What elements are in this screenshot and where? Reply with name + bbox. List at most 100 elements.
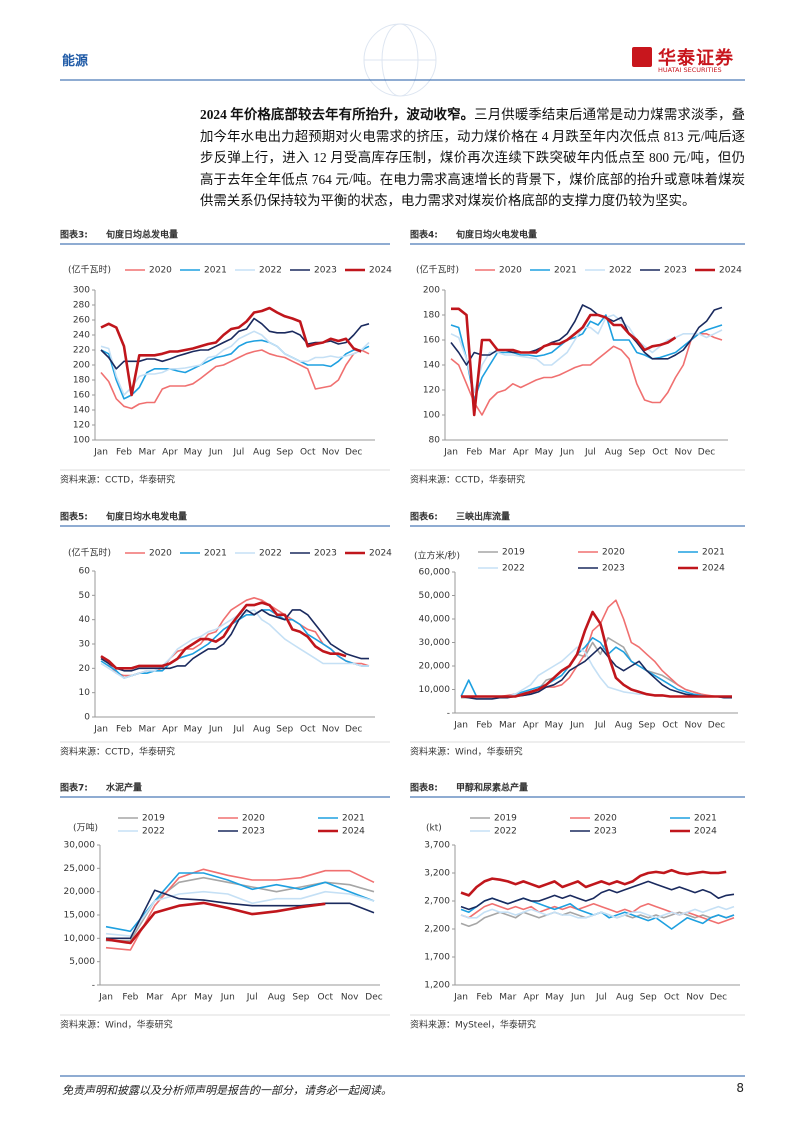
series-line bbox=[100, 609, 369, 679]
series-line bbox=[106, 889, 375, 940]
y-tick-label: 300 bbox=[73, 286, 90, 296]
x-tick-label: Oct bbox=[317, 993, 333, 1003]
x-tick-label: May bbox=[184, 448, 203, 458]
x-tick-label: Aug bbox=[616, 993, 634, 1003]
legend-label: 2023 bbox=[664, 266, 687, 276]
source-note: 资料来源：CCTD，华泰研究 bbox=[60, 746, 175, 758]
y-tick-label: 60,000 bbox=[419, 568, 451, 578]
x-tick-label: Jan bbox=[453, 721, 468, 731]
y-tick-label: 200 bbox=[423, 286, 440, 296]
source-note: 资料来源：Wind，华泰研究 bbox=[410, 746, 523, 758]
logo: 华泰证券 HUATAI SECURITIES bbox=[632, 44, 747, 80]
series-line bbox=[100, 339, 370, 400]
y-tick-label: 10,000 bbox=[64, 934, 96, 944]
x-tick-label: Jan bbox=[443, 448, 458, 458]
y-tick-label: 140 bbox=[423, 361, 440, 371]
x-tick-label: Mar bbox=[138, 725, 155, 735]
x-tick-label: Nov bbox=[684, 721, 702, 731]
y-tick-label: 80 bbox=[429, 436, 441, 446]
y-tick-label: 40,000 bbox=[419, 615, 451, 625]
series-line bbox=[460, 903, 735, 925]
chart-title: 旬度日均总发电量 bbox=[105, 229, 178, 241]
paragraph: 2024 年价格底部较去年有所抬升，波动收窄。三月供暖季结束后通常是动力煤需求淡… bbox=[200, 104, 745, 212]
y-tick-label: 180 bbox=[423, 311, 440, 321]
lead: 2024 年价格底部较去年有所抬升，波动收窄。 bbox=[200, 107, 475, 122]
x-tick-label: Mar bbox=[138, 448, 155, 458]
figure-label: 图表7: bbox=[60, 782, 88, 794]
x-tick-label: Oct bbox=[652, 448, 668, 458]
y-tick-label: 160 bbox=[423, 336, 440, 346]
y-tick-label: 30,000 bbox=[419, 638, 451, 648]
x-tick-label: May bbox=[194, 993, 213, 1003]
legend-label: 2020 bbox=[242, 814, 265, 824]
y-tick-label: 3,700 bbox=[424, 841, 450, 851]
legend-label: 2023 bbox=[314, 266, 337, 276]
legend-label: 2024 bbox=[369, 266, 392, 276]
legend-label: 2021 bbox=[204, 266, 227, 276]
legend-label: 2023 bbox=[314, 549, 337, 559]
x-tick-label: Sep bbox=[276, 725, 293, 735]
series-line bbox=[100, 330, 370, 396]
legend-label: 2024 bbox=[342, 827, 365, 837]
y-tick-label: 160 bbox=[73, 391, 90, 401]
x-tick-label: Aug bbox=[253, 448, 271, 458]
source-note: 资料来源：CCTD，华泰研究 bbox=[410, 474, 525, 486]
y-tick-label: 30 bbox=[79, 640, 91, 650]
y-tick-label: 25,000 bbox=[64, 864, 96, 874]
y-tick-label: 20 bbox=[79, 664, 91, 674]
logo-mark bbox=[632, 47, 652, 67]
x-tick-label: Nov bbox=[322, 448, 340, 458]
x-tick-label: Jun bbox=[569, 721, 584, 731]
x-tick-label: Sep bbox=[628, 448, 645, 458]
x-tick-label: Apr bbox=[523, 721, 539, 731]
chart-title: 旬度日均水电发电量 bbox=[105, 511, 187, 523]
legend-label: 2020 bbox=[499, 266, 522, 276]
legend-label: 2023 bbox=[242, 827, 265, 837]
x-tick-label: Jan bbox=[453, 993, 468, 1003]
y-tick-label: 5,000 bbox=[69, 957, 95, 967]
legend-label: 2024 bbox=[702, 564, 725, 574]
legend-label: 2019 bbox=[494, 814, 517, 824]
unit-label: (亿千瓦时) bbox=[68, 547, 111, 559]
logo-subtext: HUATAI SECURITIES bbox=[658, 66, 722, 74]
x-tick-label: Jun bbox=[208, 725, 223, 735]
unit-label: (kt) bbox=[426, 824, 442, 834]
series-line bbox=[100, 349, 370, 410]
x-tick-label: Sep bbox=[640, 993, 657, 1003]
y-tick-label: 240 bbox=[73, 331, 90, 341]
x-tick-label: Sep bbox=[292, 993, 309, 1003]
legend-label: 2020 bbox=[149, 549, 172, 559]
legend-label: 2022 bbox=[609, 266, 632, 276]
series-line bbox=[100, 601, 347, 670]
y-tick-label: 15,000 bbox=[64, 911, 96, 921]
x-tick-label: Feb bbox=[116, 448, 132, 458]
legend-label: 2021 bbox=[342, 814, 365, 824]
legend-label: 2019 bbox=[502, 548, 525, 558]
y-tick-label: 3,200 bbox=[424, 869, 450, 879]
legend-label: 2021 bbox=[554, 266, 577, 276]
legend-label: 2022 bbox=[502, 564, 525, 574]
x-tick-label: Jul bbox=[595, 993, 607, 1003]
y-tick-label: 40 bbox=[79, 615, 91, 625]
legend-label: 2024 bbox=[719, 266, 742, 276]
x-tick-label: Mar bbox=[499, 721, 516, 731]
x-tick-label: Jan bbox=[93, 448, 108, 458]
unit-label: (立方米/秒) bbox=[414, 550, 460, 562]
x-tick-label: Aug bbox=[605, 448, 623, 458]
x-tick-label: Dec bbox=[698, 448, 715, 458]
series-line bbox=[106, 876, 375, 942]
legend-label: 2024 bbox=[369, 549, 392, 559]
x-tick-label: Oct bbox=[300, 725, 316, 735]
x-tick-label: May bbox=[184, 725, 203, 735]
figure-label: 图表4: bbox=[410, 229, 438, 241]
x-tick-label: Jul bbox=[594, 721, 606, 731]
x-tick-label: Mar bbox=[146, 993, 163, 1003]
legend-label: 2023 bbox=[602, 564, 625, 574]
y-tick-label: 280 bbox=[73, 301, 90, 311]
series-line bbox=[100, 306, 362, 397]
x-tick-label: Jul bbox=[232, 725, 244, 735]
x-tick-label: Jun bbox=[570, 993, 585, 1003]
series-line bbox=[461, 637, 732, 699]
legend-label: 2020 bbox=[149, 266, 172, 276]
